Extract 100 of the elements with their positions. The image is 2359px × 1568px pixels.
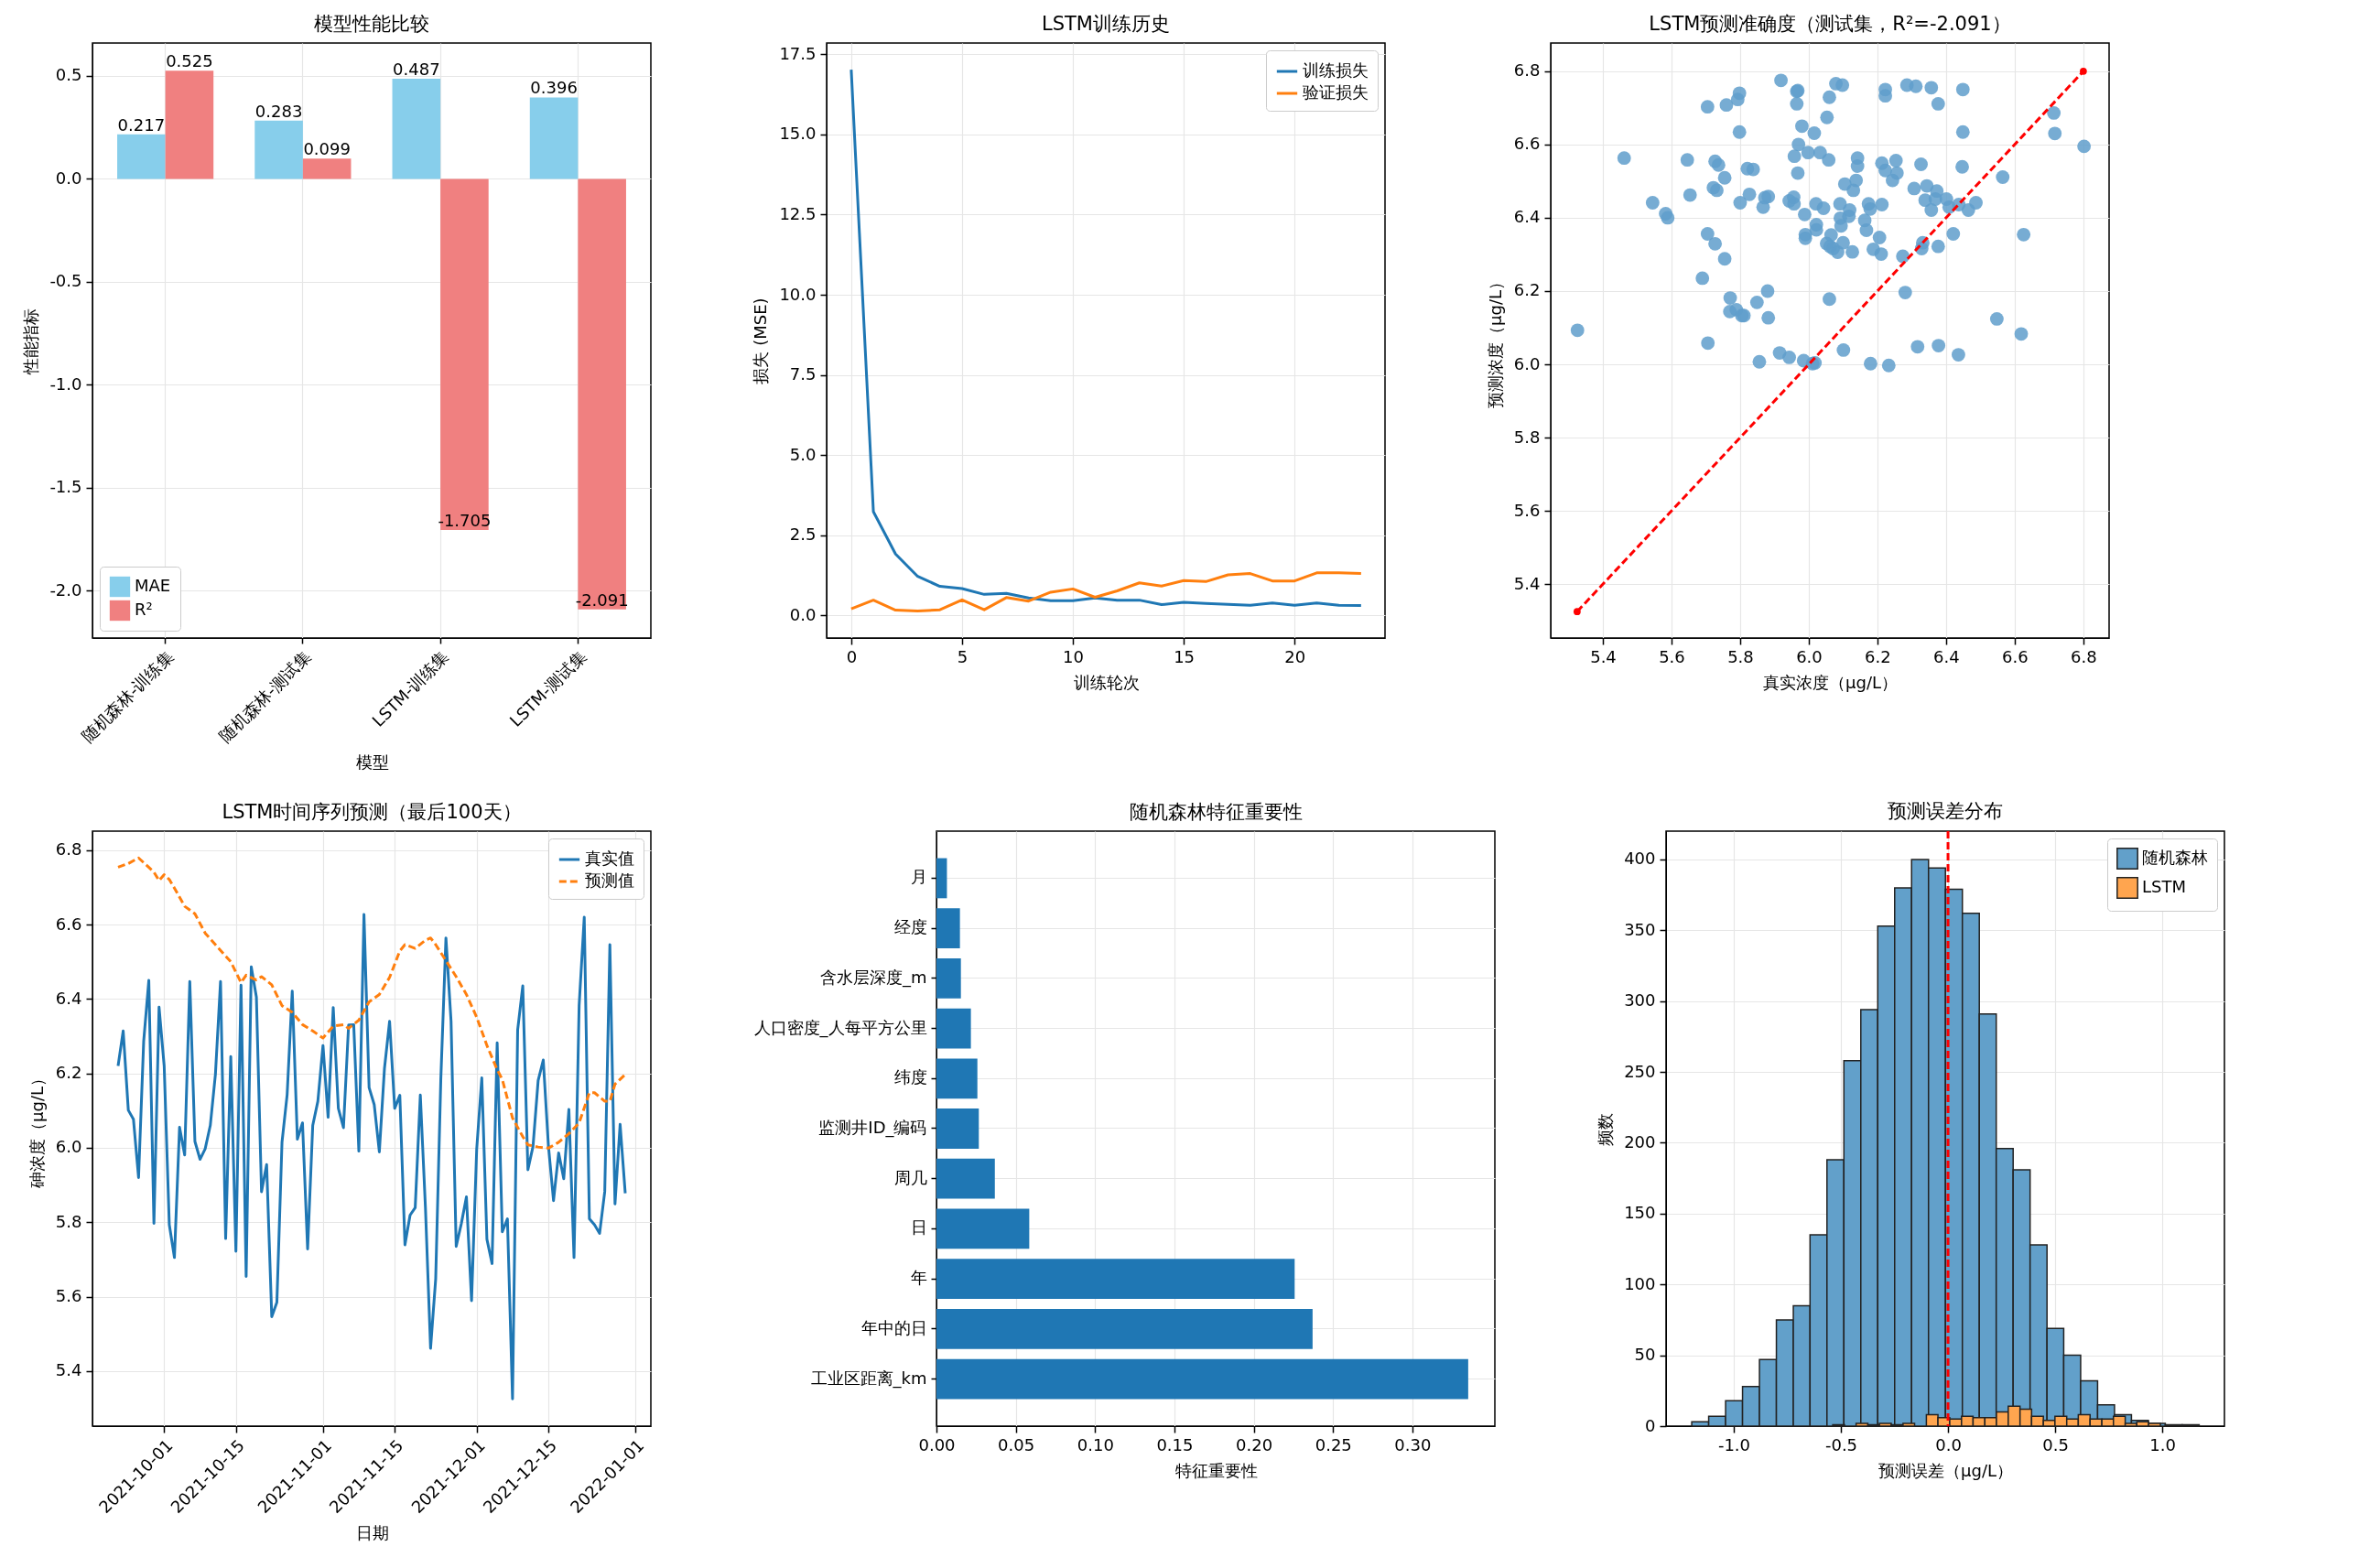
x-tick-label: 20 — [1284, 646, 1306, 666]
y-tick-label: 250 — [1624, 1061, 1656, 1081]
data-label: 0.396 — [530, 78, 578, 98]
y-tick-label: 6.6 — [55, 914, 82, 934]
x-axis-title: 日期 — [355, 1523, 389, 1543]
y-tick-label: 100 — [1624, 1273, 1656, 1293]
y-tick-label: 工业区距离_km — [810, 1368, 927, 1389]
y-tick-label: 0.5 — [55, 65, 82, 85]
legend-label: 训练损失 — [1303, 60, 1369, 80]
legend-label: MAE — [135, 576, 171, 595]
x-axis-title: 特征重要性 — [1174, 1460, 1258, 1480]
data-label: 0.487 — [393, 59, 440, 79]
y-tick-label: 6.4 — [55, 988, 82, 1008]
y-tick-label: 5.0 — [789, 444, 817, 464]
y-tick-label: 12.5 — [779, 203, 817, 223]
y-tick-label: 周几 — [893, 1167, 927, 1187]
y-tick-label: 6.8 — [1513, 60, 1541, 81]
legend-label: 真实值 — [585, 849, 634, 868]
y-tick-label: 6.0 — [1513, 353, 1541, 373]
x-tick-label: 6.2 — [1865, 646, 1891, 666]
x-axis-title: 模型 — [355, 752, 389, 772]
y-tick-label: 200 — [1624, 1131, 1656, 1152]
y-tick-label: 6.8 — [55, 839, 82, 860]
y-tick-label: 日 — [910, 1217, 927, 1238]
x-tick-label: -1.0 — [1717, 1434, 1751, 1454]
y-tick-label: 经度 — [893, 917, 927, 937]
chart-title: 随机森林特征重要性 — [1129, 801, 1303, 823]
data-label: -1.705 — [438, 510, 492, 530]
x-tick-label: 6.4 — [1933, 646, 1960, 666]
y-tick-label: 150 — [1624, 1203, 1656, 1223]
x-tick-label: 5.8 — [1727, 646, 1754, 666]
y-tick-label: 5.8 — [1513, 427, 1541, 447]
y-tick-label: 年 — [910, 1268, 927, 1288]
y-tick-label: -0.5 — [49, 271, 82, 291]
x-tick-label: 0.5 — [2042, 1434, 2069, 1454]
chart-title: 预测误差分布 — [1888, 799, 2003, 822]
legend-label: 预测值 — [585, 871, 634, 890]
chart-title: LSTM预测准确度（测试集，R²=-2.091） — [1649, 13, 2011, 35]
legend-label: 验证损失 — [1303, 82, 1369, 102]
chart-title: 模型性能比较 — [314, 13, 429, 35]
data-label: 0.525 — [166, 51, 213, 71]
y-axis-title: 性能指标 — [21, 308, 41, 375]
data-label: -2.091 — [575, 589, 629, 610]
chart-title: LSTM训练历史 — [1042, 13, 1170, 35]
x-tick-label: 5.6 — [1659, 646, 1685, 666]
x-tick-label: 随机森林-训练集 — [77, 646, 178, 746]
y-tick-label: 纬度 — [893, 1067, 927, 1087]
y-tick-label: 6.6 — [1513, 134, 1541, 154]
y-tick-label: 含水层深度_m — [819, 967, 927, 988]
y-axis-title: 损失 (MSE) — [751, 297, 771, 384]
legend-label: LSTM — [2142, 877, 2186, 896]
y-tick-label: 5.4 — [55, 1360, 82, 1380]
chart-title: LSTM时间序列预测（最后100天） — [222, 801, 522, 823]
legend-label: R² — [135, 600, 153, 619]
x-axis-title: 预测误差（μg/L） — [1878, 1460, 2013, 1480]
data-label: 0.099 — [303, 139, 351, 159]
y-tick-label: 2.5 — [789, 524, 817, 545]
x-tick-label: 0.15 — [1156, 1434, 1194, 1454]
x-tick-label: 0.0 — [1935, 1434, 1962, 1454]
y-tick-label: 350 — [1624, 919, 1656, 939]
x-tick-label: 6.6 — [2002, 646, 2029, 666]
x-tick-label: 5 — [957, 646, 968, 666]
y-tick-label: 0.0 — [789, 604, 817, 624]
x-tick-label: 10 — [1063, 646, 1084, 666]
data-label: 0.283 — [254, 101, 303, 121]
y-tick-label: 监测井ID_编码 — [818, 1118, 927, 1138]
y-tick-label: 6.0 — [55, 1137, 82, 1157]
y-tick-label: 0 — [1645, 1415, 1656, 1435]
y-tick-label: 5.6 — [55, 1286, 82, 1306]
legend-label: 随机森林 — [2142, 848, 2208, 867]
x-tick-label: 0.10 — [1077, 1434, 1114, 1454]
x-tick-label: 6.8 — [2071, 646, 2097, 666]
x-tick-label: 0 — [846, 646, 858, 666]
y-tick-label: 5.8 — [55, 1211, 82, 1231]
x-tick-label: 0.00 — [918, 1434, 956, 1454]
y-tick-label: 6.4 — [1513, 207, 1541, 227]
y-tick-label: 10.0 — [779, 284, 817, 304]
x-tick-label: 5.4 — [1590, 646, 1617, 666]
x-tick-label: -0.5 — [1824, 1434, 1858, 1454]
y-axis-title: 频数 — [1596, 1112, 1616, 1146]
y-tick-label: 0.0 — [55, 168, 82, 188]
x-tick-label: 0.05 — [998, 1434, 1035, 1454]
x-tick-label: 6.0 — [1796, 646, 1823, 666]
y-tick-label: -1.5 — [49, 477, 82, 497]
x-tick-label: 15 — [1174, 646, 1196, 666]
x-tick-label: 0.20 — [1236, 1434, 1273, 1454]
y-axis-title: 砷浓度（μg/L） — [27, 1070, 47, 1189]
y-tick-label: 6.2 — [55, 1063, 82, 1083]
y-tick-label: 6.2 — [1513, 280, 1541, 300]
y-tick-label: 15.0 — [779, 124, 817, 144]
y-tick-label: 5.4 — [1513, 573, 1541, 593]
x-tick-label: 1.0 — [2149, 1434, 2176, 1454]
y-tick-label: 400 — [1624, 849, 1656, 869]
x-tick-label: 0.30 — [1394, 1434, 1432, 1454]
x-axis-title: 真实浓度（μg/L） — [1763, 672, 1898, 692]
x-tick-label: 0.25 — [1315, 1434, 1352, 1454]
y-tick-label: 月 — [910, 867, 927, 887]
x-tick-label: 随机森林-测试集 — [215, 646, 315, 746]
y-tick-label: -2.0 — [49, 579, 82, 600]
y-axis-title: 预测浓度（μg/L） — [1485, 274, 1505, 408]
